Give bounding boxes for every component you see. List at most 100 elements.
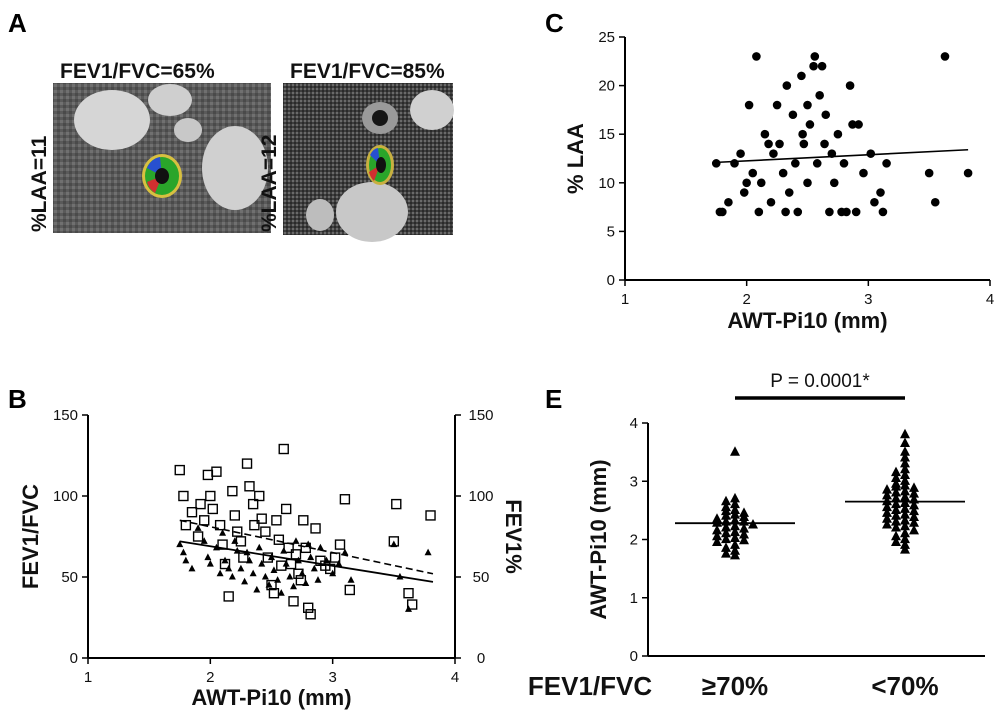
b-right-y-tick-label: 100 — [468, 488, 493, 505]
c-data-point — [730, 159, 739, 168]
e-group1-point — [721, 527, 731, 538]
c-y-tick-label: 5 — [607, 223, 615, 240]
b-fev1fvc-point — [202, 469, 214, 481]
b-fev1-point — [255, 543, 263, 551]
b-fev1fvc-point — [295, 575, 307, 586]
e-group2-point — [909, 517, 919, 527]
e-group2-point — [882, 507, 892, 517]
b-fev1fvc-point — [334, 539, 346, 550]
e-group1-point — [730, 514, 740, 525]
b-fev1fvc-point — [227, 485, 238, 497]
c-data-point — [775, 139, 784, 149]
e-group1-point — [721, 542, 731, 552]
e-group2-point — [882, 513, 892, 523]
b-fev1-point — [316, 543, 324, 551]
b-fev1-point — [237, 564, 245, 572]
ct-image-right — [283, 83, 454, 242]
panel-a-left: FEV1/FVC=65% %LAA=11 — [28, 60, 271, 233]
c-data-point — [810, 52, 820, 61]
b-fev1fvc-point — [278, 443, 289, 455]
b-fev1fvc-point — [192, 531, 204, 542]
e-group2-point — [909, 499, 919, 510]
b-fev1fvc-point — [207, 503, 218, 515]
b-fev1-point — [335, 559, 343, 567]
e-category-lt70: <70% — [871, 671, 938, 701]
panel-a-left-side-label: %LAA=11 — [28, 135, 51, 232]
c-x-tick-label: 1 — [621, 291, 629, 308]
c-x-axis-label: AWT-Pi10 (mm) — [727, 308, 887, 333]
b-fev1fvc-point — [238, 552, 249, 563]
b-fev1-point — [216, 569, 224, 577]
b-fev1-point — [307, 553, 315, 561]
b-fev1fvc-point — [268, 588, 280, 599]
panel-letter-e: E — [545, 384, 562, 414]
c-data-point — [711, 159, 721, 168]
b-fev1-point — [261, 572, 269, 580]
e-group2-point — [891, 487, 901, 497]
b-fev1-point — [323, 556, 331, 564]
b-fev1fvc-point — [247, 498, 259, 510]
e-group1-point — [721, 533, 731, 544]
b-fev1-point — [249, 569, 257, 577]
e-group2-point — [900, 514, 910, 525]
c-data-point — [924, 168, 934, 178]
c-data-point — [854, 120, 863, 129]
b-fev1fvc-point — [223, 591, 234, 602]
b-fev1-point — [194, 524, 202, 531]
c-data-point — [760, 129, 770, 139]
c-y-axis-label: % LAA — [563, 123, 588, 194]
b-fev1fvc-point — [329, 552, 341, 563]
e-y-tick-label: 2 — [630, 532, 638, 549]
e-group2-point — [891, 536, 901, 547]
b-fev1-point — [292, 537, 300, 544]
e-group2-point — [900, 469, 910, 480]
c-y-tick-label: 25 — [598, 29, 615, 46]
b-fev1fvc-point — [339, 494, 351, 505]
b-fev1-point — [176, 540, 184, 548]
c-data-point — [842, 207, 851, 217]
c-x-tick-label: 3 — [864, 291, 872, 308]
e-group2-point — [900, 520, 910, 531]
e-group2-point — [891, 504, 901, 514]
b-left-y-tick-label: 150 — [53, 407, 78, 424]
e-group2-point — [900, 527, 910, 538]
b-fev1-point — [286, 572, 294, 580]
c-data-point — [803, 100, 812, 110]
b-fev1fvc-point — [214, 519, 226, 531]
e-group1-point — [730, 526, 740, 537]
c-data-point — [797, 71, 806, 81]
b-fev1fvc-point — [229, 510, 241, 521]
panel-letter-c: C — [545, 8, 564, 38]
b-fev1-point — [188, 564, 196, 572]
b-fev1fvc-point — [186, 507, 198, 518]
b-right-y-tick-label: 150 — [468, 407, 493, 424]
e-group1-point — [721, 510, 731, 520]
e-group2-point — [900, 533, 910, 544]
e-y-tick-label: 3 — [630, 473, 638, 490]
b-fev1fvc-point — [256, 513, 267, 524]
c-data-point — [788, 110, 798, 120]
c-data-point — [715, 207, 725, 217]
b-fev1fvc-point — [325, 563, 336, 575]
e-group2-point — [891, 481, 901, 491]
b-fev1fvc-point — [344, 584, 355, 596]
c-data-point — [815, 91, 824, 100]
panel-letter-b: B — [8, 384, 27, 414]
b-fev1-point — [219, 529, 227, 536]
c-x-tick-label: 2 — [742, 291, 750, 308]
b-fev1fvc-point — [293, 568, 304, 579]
e-group-axis-label: FEV1/FVC — [528, 671, 652, 701]
c-data-point — [870, 197, 879, 207]
c-data-point — [744, 100, 754, 110]
e-group2-point — [882, 501, 892, 512]
c-data-point — [845, 81, 855, 90]
b-left-y-tick-label: 50 — [61, 569, 78, 586]
b-left-y-tick-label: 100 — [53, 488, 78, 505]
c-data-point — [798, 129, 807, 139]
b-fev1-point — [179, 548, 187, 556]
c-y-tick-label: 10 — [598, 175, 615, 192]
c-y-tick-label: 0 — [607, 272, 615, 289]
e-group1-point — [712, 524, 722, 535]
c-data-point — [803, 178, 812, 188]
c-data-point — [778, 168, 788, 178]
